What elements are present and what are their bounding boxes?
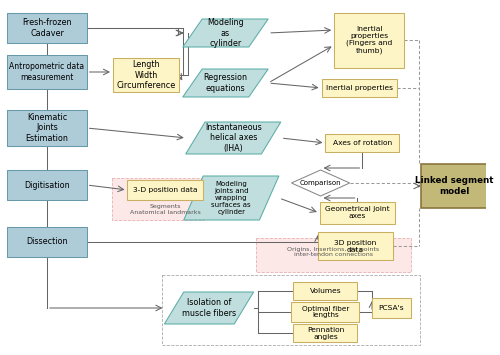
Text: Instantaneous
helical axes
(IHA): Instantaneous helical axes (IHA): [205, 123, 262, 153]
Text: Inertial
properties
(Fingers and
thumb): Inertial properties (Fingers and thumb): [346, 26, 392, 54]
Text: PCSA's: PCSA's: [378, 305, 404, 311]
Text: Optimal fiber
lengths: Optimal fiber lengths: [302, 306, 349, 318]
Text: Axes of rotation: Axes of rotation: [332, 140, 392, 146]
FancyBboxPatch shape: [320, 202, 396, 224]
FancyBboxPatch shape: [113, 58, 179, 92]
Text: Comparison: Comparison: [300, 180, 342, 186]
Text: Antropometric data
measurement: Antropometric data measurement: [10, 62, 85, 82]
FancyBboxPatch shape: [294, 324, 358, 342]
Text: Geometrical joint
axes: Geometrical joint axes: [325, 207, 390, 219]
Text: Dissection: Dissection: [26, 237, 68, 246]
Text: Origins, Insertions, via points
inter-tendon connections: Origins, Insertions, via points inter-te…: [287, 247, 380, 257]
Text: Pennation
angles: Pennation angles: [307, 327, 344, 339]
FancyBboxPatch shape: [372, 298, 411, 318]
FancyBboxPatch shape: [128, 180, 203, 200]
Text: 3-D position data: 3-D position data: [133, 187, 198, 193]
FancyBboxPatch shape: [112, 178, 204, 220]
FancyBboxPatch shape: [334, 12, 404, 67]
Polygon shape: [183, 19, 268, 47]
FancyBboxPatch shape: [294, 282, 358, 300]
FancyBboxPatch shape: [7, 13, 86, 43]
Polygon shape: [184, 176, 279, 220]
Text: Digitisation: Digitisation: [24, 180, 70, 190]
Text: Linked segment
model: Linked segment model: [415, 176, 494, 196]
Text: Isolation of
muscle fibers: Isolation of muscle fibers: [182, 298, 236, 318]
FancyBboxPatch shape: [256, 238, 411, 272]
Polygon shape: [292, 170, 350, 196]
FancyBboxPatch shape: [318, 232, 394, 260]
Text: 3D position
data: 3D position data: [334, 240, 376, 252]
FancyBboxPatch shape: [420, 164, 488, 208]
Text: Kinematic
Joints
Estimation: Kinematic Joints Estimation: [26, 113, 68, 143]
FancyBboxPatch shape: [7, 55, 86, 89]
FancyBboxPatch shape: [7, 170, 86, 200]
FancyBboxPatch shape: [322, 79, 397, 97]
FancyBboxPatch shape: [292, 302, 360, 322]
Text: Modeling
joints and
wrapping
surfaces as
cylinder: Modeling joints and wrapping surfaces as…: [212, 181, 251, 215]
Polygon shape: [164, 292, 254, 324]
FancyBboxPatch shape: [7, 110, 86, 146]
Polygon shape: [186, 122, 281, 154]
Text: Regression
equations: Regression equations: [204, 73, 248, 93]
FancyBboxPatch shape: [326, 134, 399, 152]
Text: Inertial properties: Inertial properties: [326, 85, 393, 91]
Text: Fresh-frozen
Cadaver: Fresh-frozen Cadaver: [22, 18, 72, 38]
Text: Length
Width
Circumference: Length Width Circumference: [116, 60, 176, 90]
Polygon shape: [183, 69, 268, 97]
Text: Modeling
as
cylinder: Modeling as cylinder: [207, 18, 244, 48]
FancyBboxPatch shape: [7, 227, 86, 257]
Text: Segments
Anatomical landmarks: Segments Anatomical landmarks: [130, 204, 200, 215]
Text: Volumes: Volumes: [310, 288, 342, 294]
